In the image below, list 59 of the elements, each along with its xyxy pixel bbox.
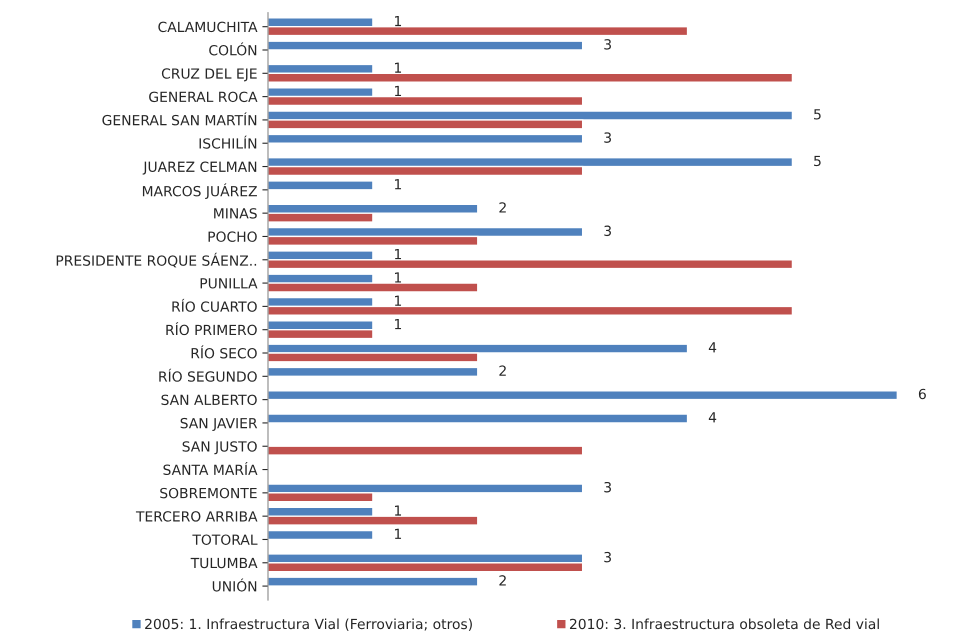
y-tick-label: GENERAL ROCA [149,92,258,102]
y-tick-label: SAN ALBERTO [162,394,257,406]
data-label: 3 [604,132,611,143]
data-label: 4 [708,412,716,422]
data-label: 2 [499,202,506,213]
bar [268,40,584,51]
y-tick-label: POCHO [208,231,257,242]
y-tick-label: TOTORAL [192,534,258,545]
y-tick-label: COLÓN [209,42,256,56]
legend-label: 2010: 3. Infraestructura obsoleta de Red vial [570,618,879,630]
y-tick-label: CRUZ DEL EJE [162,68,257,82]
bar [268,180,374,191]
data-label: 1 [394,505,402,516]
bar [268,366,478,378]
y-tick-label: RÍO CUARTO [172,298,257,312]
data-label: 1 [394,272,402,282]
y-tick-label: ISCHILÍN [200,136,256,149]
y-tick-label: UNIÓN [212,578,256,592]
y-tick-label: RÍO SECO [192,345,257,358]
data-label: 2 [499,575,506,586]
data-label: 3 [604,226,611,236]
y-tick-label: PRESIDENTE ROQUE SÁENZ.. [56,252,256,268]
y-tick-label: JUAREZ CELMAN [142,162,256,175]
legend-label: 2005: 1. Infraestructura Vial (Ferroviaria; otros) [145,618,472,631]
data-label: 3 [604,39,611,50]
bar [268,390,898,400]
data-label: 5 [814,156,821,166]
y-tick-label: MINAS [214,208,257,219]
data-label: 2 [499,365,506,376]
y-tick-label: RÍO PRIMERO [166,322,257,336]
data-label: 6 [918,388,926,400]
y-tick-label: MARCOS JUÁREZ [142,183,257,199]
y-tick-label: GENERAL SAN MARTÍN [102,112,256,126]
data-label: 5 [814,109,821,120]
data-label: 1 [394,528,402,539]
data-label: 1 [394,318,402,330]
y-tick-label: SOBREMONTE [160,488,257,498]
y-tick-label: CALAMUCHITA [158,22,258,32]
y-tick-label: TULUMBA [190,558,258,568]
y-tick-label: SAN JUSTO [182,441,257,454]
data-label: 1 [394,296,402,306]
data-label: 1 [394,16,402,26]
data-label: 1 [394,249,402,260]
data-label: 3 [604,552,611,562]
y-tick-label: RÍO SEGUNDO [159,368,257,382]
data-label: 1 [394,179,402,190]
y-tick-label: TERCERO ARRIBA [136,511,258,522]
bar [268,134,584,144]
bar [268,530,374,540]
data-label: 1 [394,62,402,73]
y-tick-label: PUNILLA [200,278,258,289]
bar [268,576,478,587]
data-label: 3 [604,482,611,492]
bar [268,446,584,456]
y-tick-label: SAN JAVIER [180,418,258,431]
bar [268,413,688,424]
data-label: 4 [708,342,716,352]
y-tick-label: SANTA MARÍA [163,462,258,476]
data-label: 1 [394,86,402,96]
